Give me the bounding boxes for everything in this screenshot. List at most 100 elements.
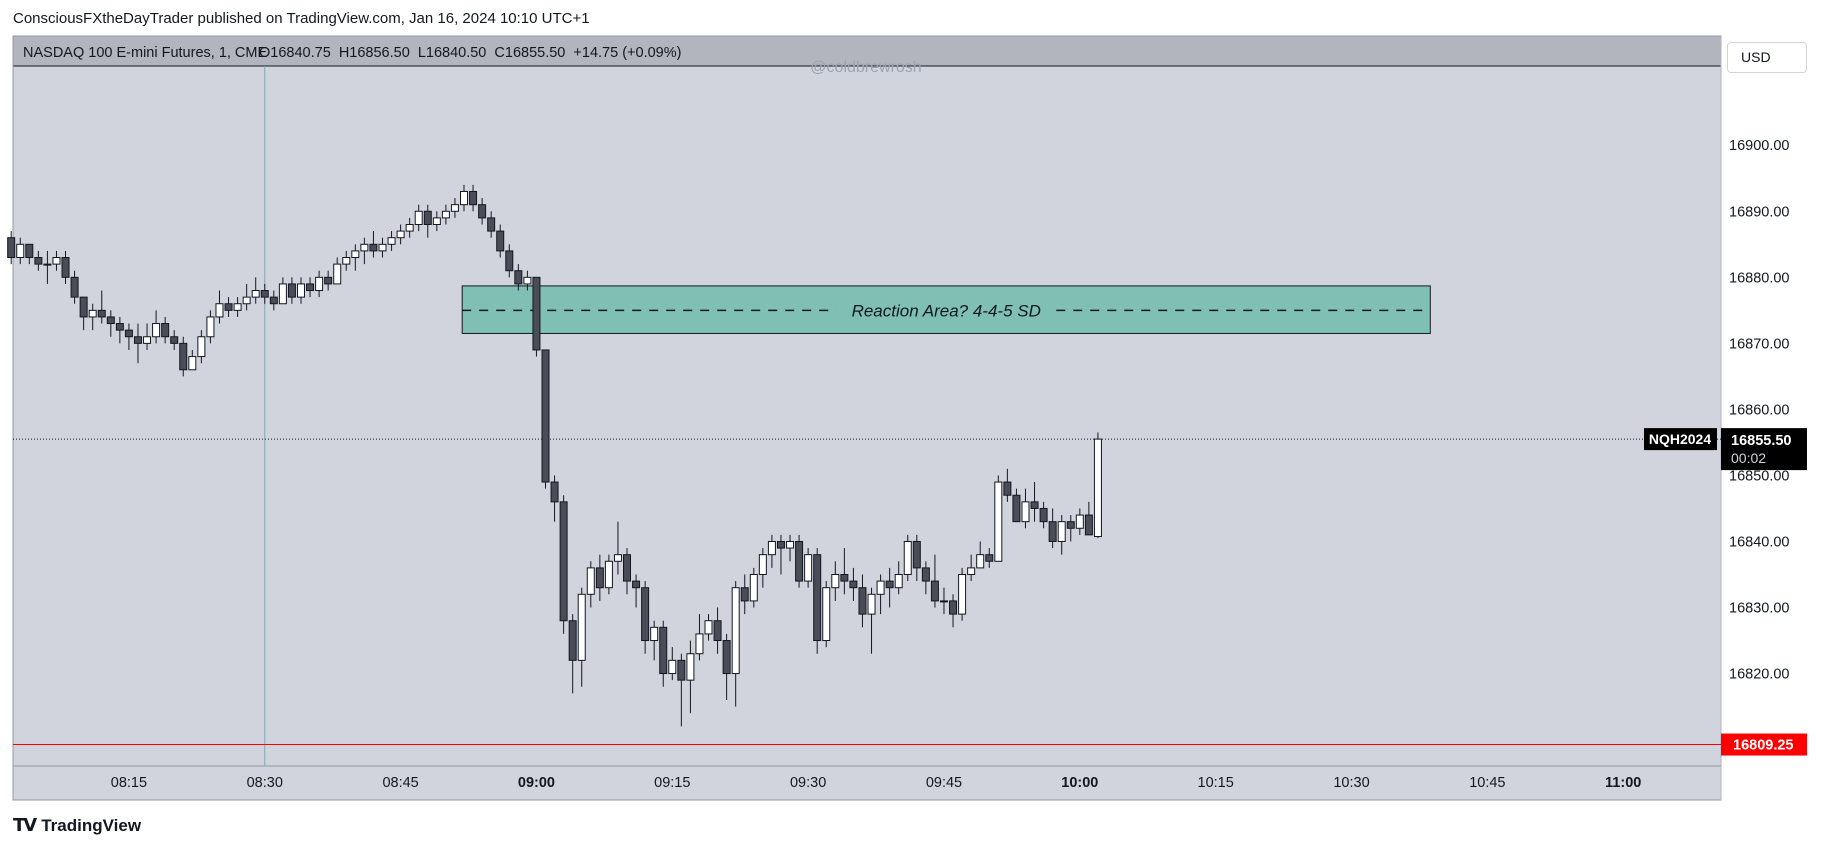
candle-body bbox=[831, 573, 840, 589]
candle-body bbox=[722, 640, 731, 675]
candle-up bbox=[586, 561, 595, 608]
candle-up bbox=[695, 614, 704, 661]
candle-down bbox=[1030, 482, 1039, 522]
candle-down bbox=[921, 561, 930, 595]
candle-up bbox=[441, 204, 450, 225]
x-tick-label: 09:00 bbox=[518, 775, 555, 791]
footer-brand: TradingView bbox=[41, 815, 142, 835]
candle-body bbox=[939, 600, 948, 603]
candle-up bbox=[767, 534, 776, 568]
candle-up bbox=[278, 277, 287, 305]
candle-up bbox=[459, 184, 468, 212]
candle-down bbox=[496, 224, 505, 258]
candle-body bbox=[1003, 481, 1012, 496]
candle-body bbox=[795, 540, 804, 582]
zone-layer: Reaction Area? 4-4-5 SD bbox=[461, 285, 1431, 334]
candle-body bbox=[478, 204, 487, 219]
x-tick-label: 09:30 bbox=[790, 775, 826, 791]
candle-body bbox=[70, 276, 79, 298]
candle-down bbox=[7, 231, 16, 265]
footer: TV TradingView bbox=[13, 815, 141, 836]
candle-body bbox=[351, 250, 360, 259]
candle-down bbox=[224, 297, 233, 317]
candle-up bbox=[939, 587, 948, 615]
plot-background[interactable] bbox=[13, 36, 1721, 800]
candle-body bbox=[25, 243, 34, 259]
currency-button[interactable]: USD bbox=[1727, 42, 1807, 73]
candle-up bbox=[831, 561, 840, 601]
candle-body bbox=[124, 329, 133, 338]
candle-body bbox=[604, 560, 613, 589]
candle-body bbox=[813, 554, 822, 642]
candle-down bbox=[722, 633, 731, 700]
candle-up bbox=[378, 237, 387, 258]
candle-body bbox=[1039, 507, 1048, 523]
x-tick-label: 08:15 bbox=[111, 775, 147, 791]
symbol-tag: NQH2024 bbox=[1649, 431, 1711, 447]
candle-down bbox=[369, 231, 378, 258]
candle-down bbox=[840, 548, 849, 595]
candle-body bbox=[858, 587, 867, 615]
candle-up bbox=[16, 237, 25, 265]
time-axis[interactable]: 08:15 08:30 08:45 09:00 09:15 09:30 09:45 10:00… bbox=[111, 775, 1642, 791]
candle-body bbox=[242, 296, 251, 305]
candle-body bbox=[34, 257, 43, 265]
candle-body bbox=[641, 587, 650, 642]
price-axis[interactable]: 16820.00 16830.00 16840.00 16850.00 16860.00… bbox=[1729, 138, 1789, 682]
candle-body bbox=[133, 336, 142, 344]
candle-down bbox=[79, 296, 88, 331]
candle-body bbox=[315, 276, 324, 292]
x-tick-label: 09:15 bbox=[654, 775, 690, 791]
candle-down bbox=[34, 250, 43, 271]
candle-down bbox=[659, 620, 668, 687]
candle-body bbox=[822, 587, 831, 642]
candle-down bbox=[1066, 515, 1075, 542]
y-tick-label: 16900.00 bbox=[1729, 138, 1789, 154]
candle-body bbox=[532, 276, 541, 351]
candle-down bbox=[469, 184, 478, 212]
candle-body bbox=[623, 554, 632, 582]
candle-body bbox=[369, 243, 378, 252]
candle-down bbox=[170, 330, 179, 350]
candle-down bbox=[61, 250, 70, 284]
candle-body bbox=[324, 276, 333, 285]
publisher-header: ConsciousFXtheDayTrader published on Tra… bbox=[13, 10, 590, 27]
candle-body bbox=[61, 257, 70, 278]
candle-up bbox=[333, 257, 342, 285]
candle-down bbox=[795, 534, 804, 588]
candle-body bbox=[930, 580, 939, 602]
candle-body bbox=[967, 567, 976, 575]
candle-down bbox=[550, 475, 559, 522]
candle-up bbox=[1021, 488, 1030, 529]
candle-up bbox=[206, 310, 215, 344]
candle-body bbox=[450, 204, 459, 212]
candle-body bbox=[396, 230, 405, 239]
candle-down bbox=[478, 198, 487, 225]
candle-body bbox=[487, 217, 496, 232]
candle-up bbox=[296, 277, 305, 304]
reaction-zone-label: Reaction Area? 4-4-5 SD bbox=[852, 301, 1041, 320]
candle-up bbox=[976, 541, 985, 569]
x-tick-label: 11:00 bbox=[1605, 775, 1641, 791]
candle-body bbox=[867, 593, 876, 615]
candle-body bbox=[387, 237, 396, 245]
candle-body bbox=[686, 653, 695, 681]
countdown-label: 00:02 bbox=[1731, 450, 1766, 466]
candle-body bbox=[52, 257, 61, 265]
candle-body bbox=[306, 283, 315, 292]
candle-body bbox=[106, 316, 115, 325]
candle-down bbox=[25, 243, 34, 265]
candle-body bbox=[43, 263, 52, 266]
candle-body bbox=[740, 587, 749, 602]
candle-down bbox=[930, 554, 939, 608]
candle-body bbox=[650, 626, 659, 642]
candle-body bbox=[994, 481, 1003, 562]
candle-body bbox=[197, 336, 206, 358]
candle-down bbox=[912, 534, 921, 582]
candle-up bbox=[405, 217, 414, 238]
candle-body bbox=[88, 309, 97, 318]
candle-body bbox=[577, 593, 586, 661]
candle-body bbox=[296, 283, 305, 298]
